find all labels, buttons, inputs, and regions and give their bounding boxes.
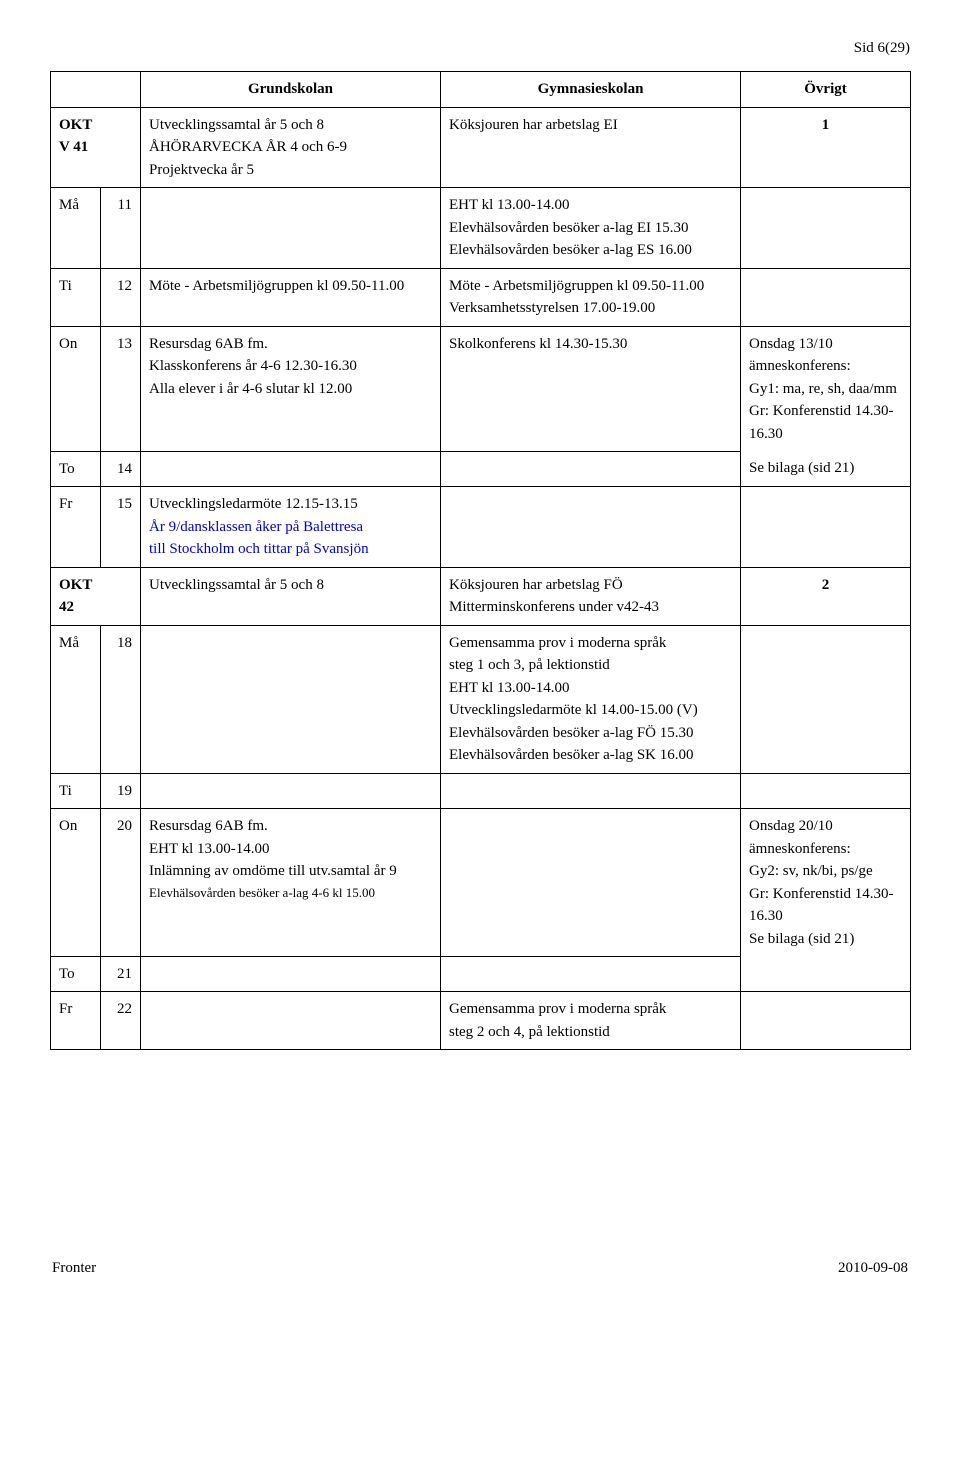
table-row: Må18 Gemensamma prov i moderna språksteg … (51, 625, 911, 773)
grundskolan-cell (141, 451, 441, 487)
ovrigt-cell (741, 625, 911, 773)
day-cell: OKTV 41 (51, 107, 141, 188)
grundskolan-cell: Resursdag 6AB fm.EHT kl 13.00-14.00Inläm… (141, 809, 441, 957)
table-row: On20Resursdag 6AB fm.EHT kl 13.00-14.00I… (51, 809, 911, 957)
gymnasieskolan-cell (441, 956, 741, 992)
grundskolan-cell (141, 773, 441, 809)
gymnasieskolan-cell (441, 809, 741, 957)
grundskolan-cell (141, 188, 441, 269)
header-row: Grundskolan Gymnasieskolan Övrigt (51, 72, 911, 108)
table-row: Må11 EHT kl 13.00-14.00Elevhälsovården be… (51, 188, 911, 269)
gymnasieskolan-cell: Möte - Arbetsmiljögruppen kl 09.50-11.00… (441, 268, 741, 326)
gymnasieskolan-cell: Gemensamma prov i moderna språksteg 1 oc… (441, 625, 741, 773)
gymnasieskolan-cell (441, 487, 741, 568)
table-row: Fr15Utvecklingsledarmöte 12.15-13.15År 9… (51, 487, 911, 568)
ovrigt-cell: Se bilaga (sid 21) (741, 451, 911, 487)
date-cell: 21 (101, 956, 141, 992)
ovrigt-cell: 1 (741, 107, 911, 188)
gymnasieskolan-cell (441, 773, 741, 809)
table-row: Ti19 (51, 773, 911, 809)
table-row: Fr22 Gemensamma prov i moderna språksteg … (51, 992, 911, 1050)
table-row: OKTV 41Utvecklingssamtal år 5 och 8ÅHÖRA… (51, 107, 911, 188)
date-cell: 11 (101, 188, 141, 269)
date-cell: 22 (101, 992, 141, 1050)
gymnasieskolan-cell (441, 451, 741, 487)
table-row: To21 (51, 956, 911, 992)
gymnasieskolan-cell: EHT kl 13.00-14.00Elevhälsovården besöke… (441, 188, 741, 269)
grundskolan-cell: Resursdag 6AB fm.Klasskonferens år 4-6 1… (141, 326, 441, 451)
header-grundskolan: Grundskolan (141, 72, 441, 108)
grundskolan-cell: Utvecklingsledarmöte 12.15-13.15År 9/dan… (141, 487, 441, 568)
day-cell: To (51, 956, 101, 992)
grundskolan-cell: Möte - Arbetsmiljögruppen kl 09.50-11.00 (141, 268, 441, 326)
gymnasieskolan-cell: Köksjouren har arbetslag FÖMitterminskon… (441, 567, 741, 625)
table-row: Ti12Möte - Arbetsmiljögruppen kl 09.50-1… (51, 268, 911, 326)
day-cell: To (51, 451, 101, 487)
header-gymnasieskolan: Gymnasieskolan (441, 72, 741, 108)
table-row: To14 Se bilaga (sid 21) (51, 451, 911, 487)
header-ovrigt: Övrigt (741, 72, 911, 108)
ovrigt-cell (741, 992, 911, 1050)
grundskolan-cell (141, 956, 441, 992)
day-cell: Fr (51, 992, 101, 1050)
header-blank1 (51, 72, 141, 108)
page-number: Sid 6(29) (50, 40, 910, 57)
gymnasieskolan-cell: Gemensamma prov i moderna språksteg 2 oc… (441, 992, 741, 1050)
ovrigt-cell: 2 (741, 567, 911, 625)
date-cell: 19 (101, 773, 141, 809)
ovrigt-cell: Onsdag 20/10ämneskonferens:Gy2: sv, nk/b… (741, 809, 911, 957)
date-cell: 14 (101, 451, 141, 487)
day-cell: On (51, 326, 101, 451)
schedule-table: Grundskolan Gymnasieskolan Övrigt OKTV 4… (50, 71, 911, 1050)
day-cell: Må (51, 625, 101, 773)
table-row: OKT42Utvecklingssamtal år 5 och 8Köksjou… (51, 567, 911, 625)
ovrigt-cell (741, 773, 911, 809)
date-cell: 18 (101, 625, 141, 773)
table-row: On13Resursdag 6AB fm.Klasskonferens år 4… (51, 326, 911, 451)
footer-left: Fronter (52, 1260, 96, 1277)
date-cell: 15 (101, 487, 141, 568)
day-cell: Fr (51, 487, 101, 568)
footer-right: 2010-09-08 (838, 1260, 908, 1277)
day-cell: On (51, 809, 101, 957)
grundskolan-cell: Utvecklingssamtal år 5 och 8ÅHÖRARVECKA … (141, 107, 441, 188)
day-cell: Ti (51, 268, 101, 326)
date-cell: 13 (101, 326, 141, 451)
ovrigt-cell (741, 956, 911, 992)
grundskolan-cell: Utvecklingssamtal år 5 och 8 (141, 567, 441, 625)
ovrigt-cell (741, 487, 911, 568)
gymnasieskolan-cell: Skolkonferens kl 14.30-15.30 (441, 326, 741, 451)
grundskolan-cell (141, 625, 441, 773)
grundskolan-cell (141, 992, 441, 1050)
ovrigt-cell (741, 188, 911, 269)
day-cell: OKT42 (51, 567, 141, 625)
gymnasieskolan-cell: Köksjouren har arbetslag EI (441, 107, 741, 188)
ovrigt-cell: Onsdag 13/10ämneskonferens:Gy1: ma, re, … (741, 326, 911, 451)
page-footer: Fronter 2010-09-08 (50, 1260, 910, 1277)
date-cell: 20 (101, 809, 141, 957)
day-cell: Ti (51, 773, 101, 809)
ovrigt-cell (741, 268, 911, 326)
date-cell: 12 (101, 268, 141, 326)
day-cell: Må (51, 188, 101, 269)
